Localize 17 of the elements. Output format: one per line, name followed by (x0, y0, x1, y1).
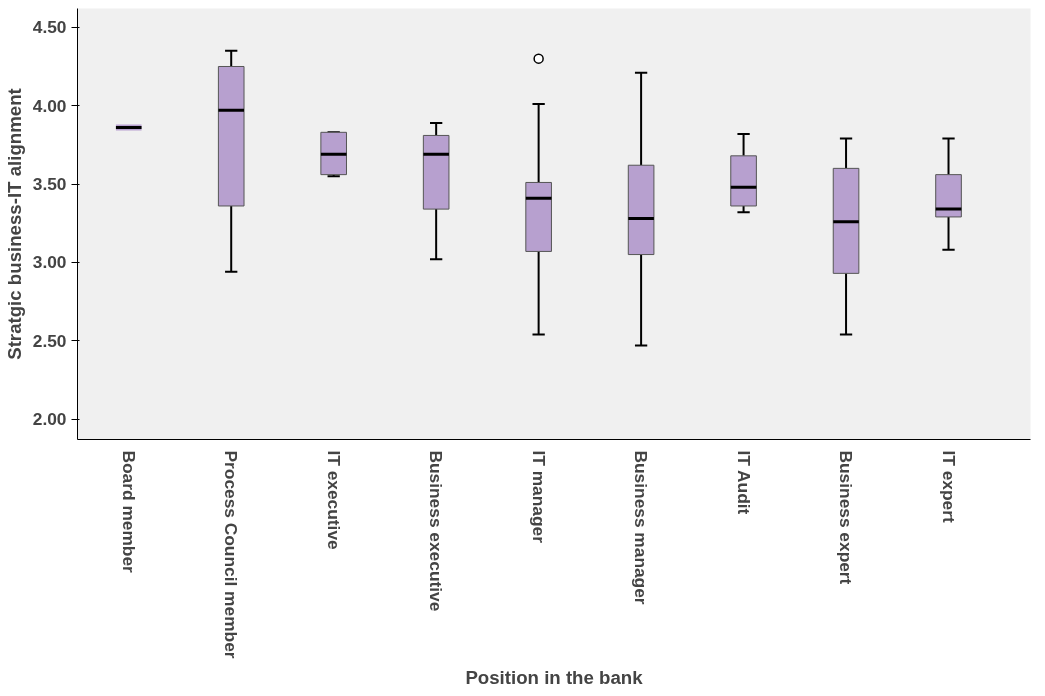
y-tick-label: 3.50 (32, 174, 67, 195)
y-tick-label: 2.50 (32, 330, 67, 351)
x-tick-label: Business expert (836, 450, 857, 585)
x-tick-label: IT executive (323, 450, 344, 551)
x-tick-label: IT manager (528, 450, 549, 544)
x-tick-label: Business executive (426, 450, 447, 612)
x-axis-title: Position in the bank (465, 666, 644, 688)
x-tick-label: IT expert (938, 450, 959, 523)
y-tick-label: 3.00 (32, 252, 67, 273)
x-tick-label: Business manager (631, 450, 652, 605)
x-tick-label: Process Council member (221, 450, 242, 659)
x-tick-label: IT Audit (733, 450, 754, 515)
y-tick-label: 4.50 (32, 17, 67, 38)
y-tick-label: 4.00 (32, 95, 67, 116)
y-tick-label: 2.00 (32, 409, 67, 430)
x-tick-label: Board member (118, 450, 139, 574)
y-axis-title: Stratgic business-IT alignment (3, 88, 25, 360)
